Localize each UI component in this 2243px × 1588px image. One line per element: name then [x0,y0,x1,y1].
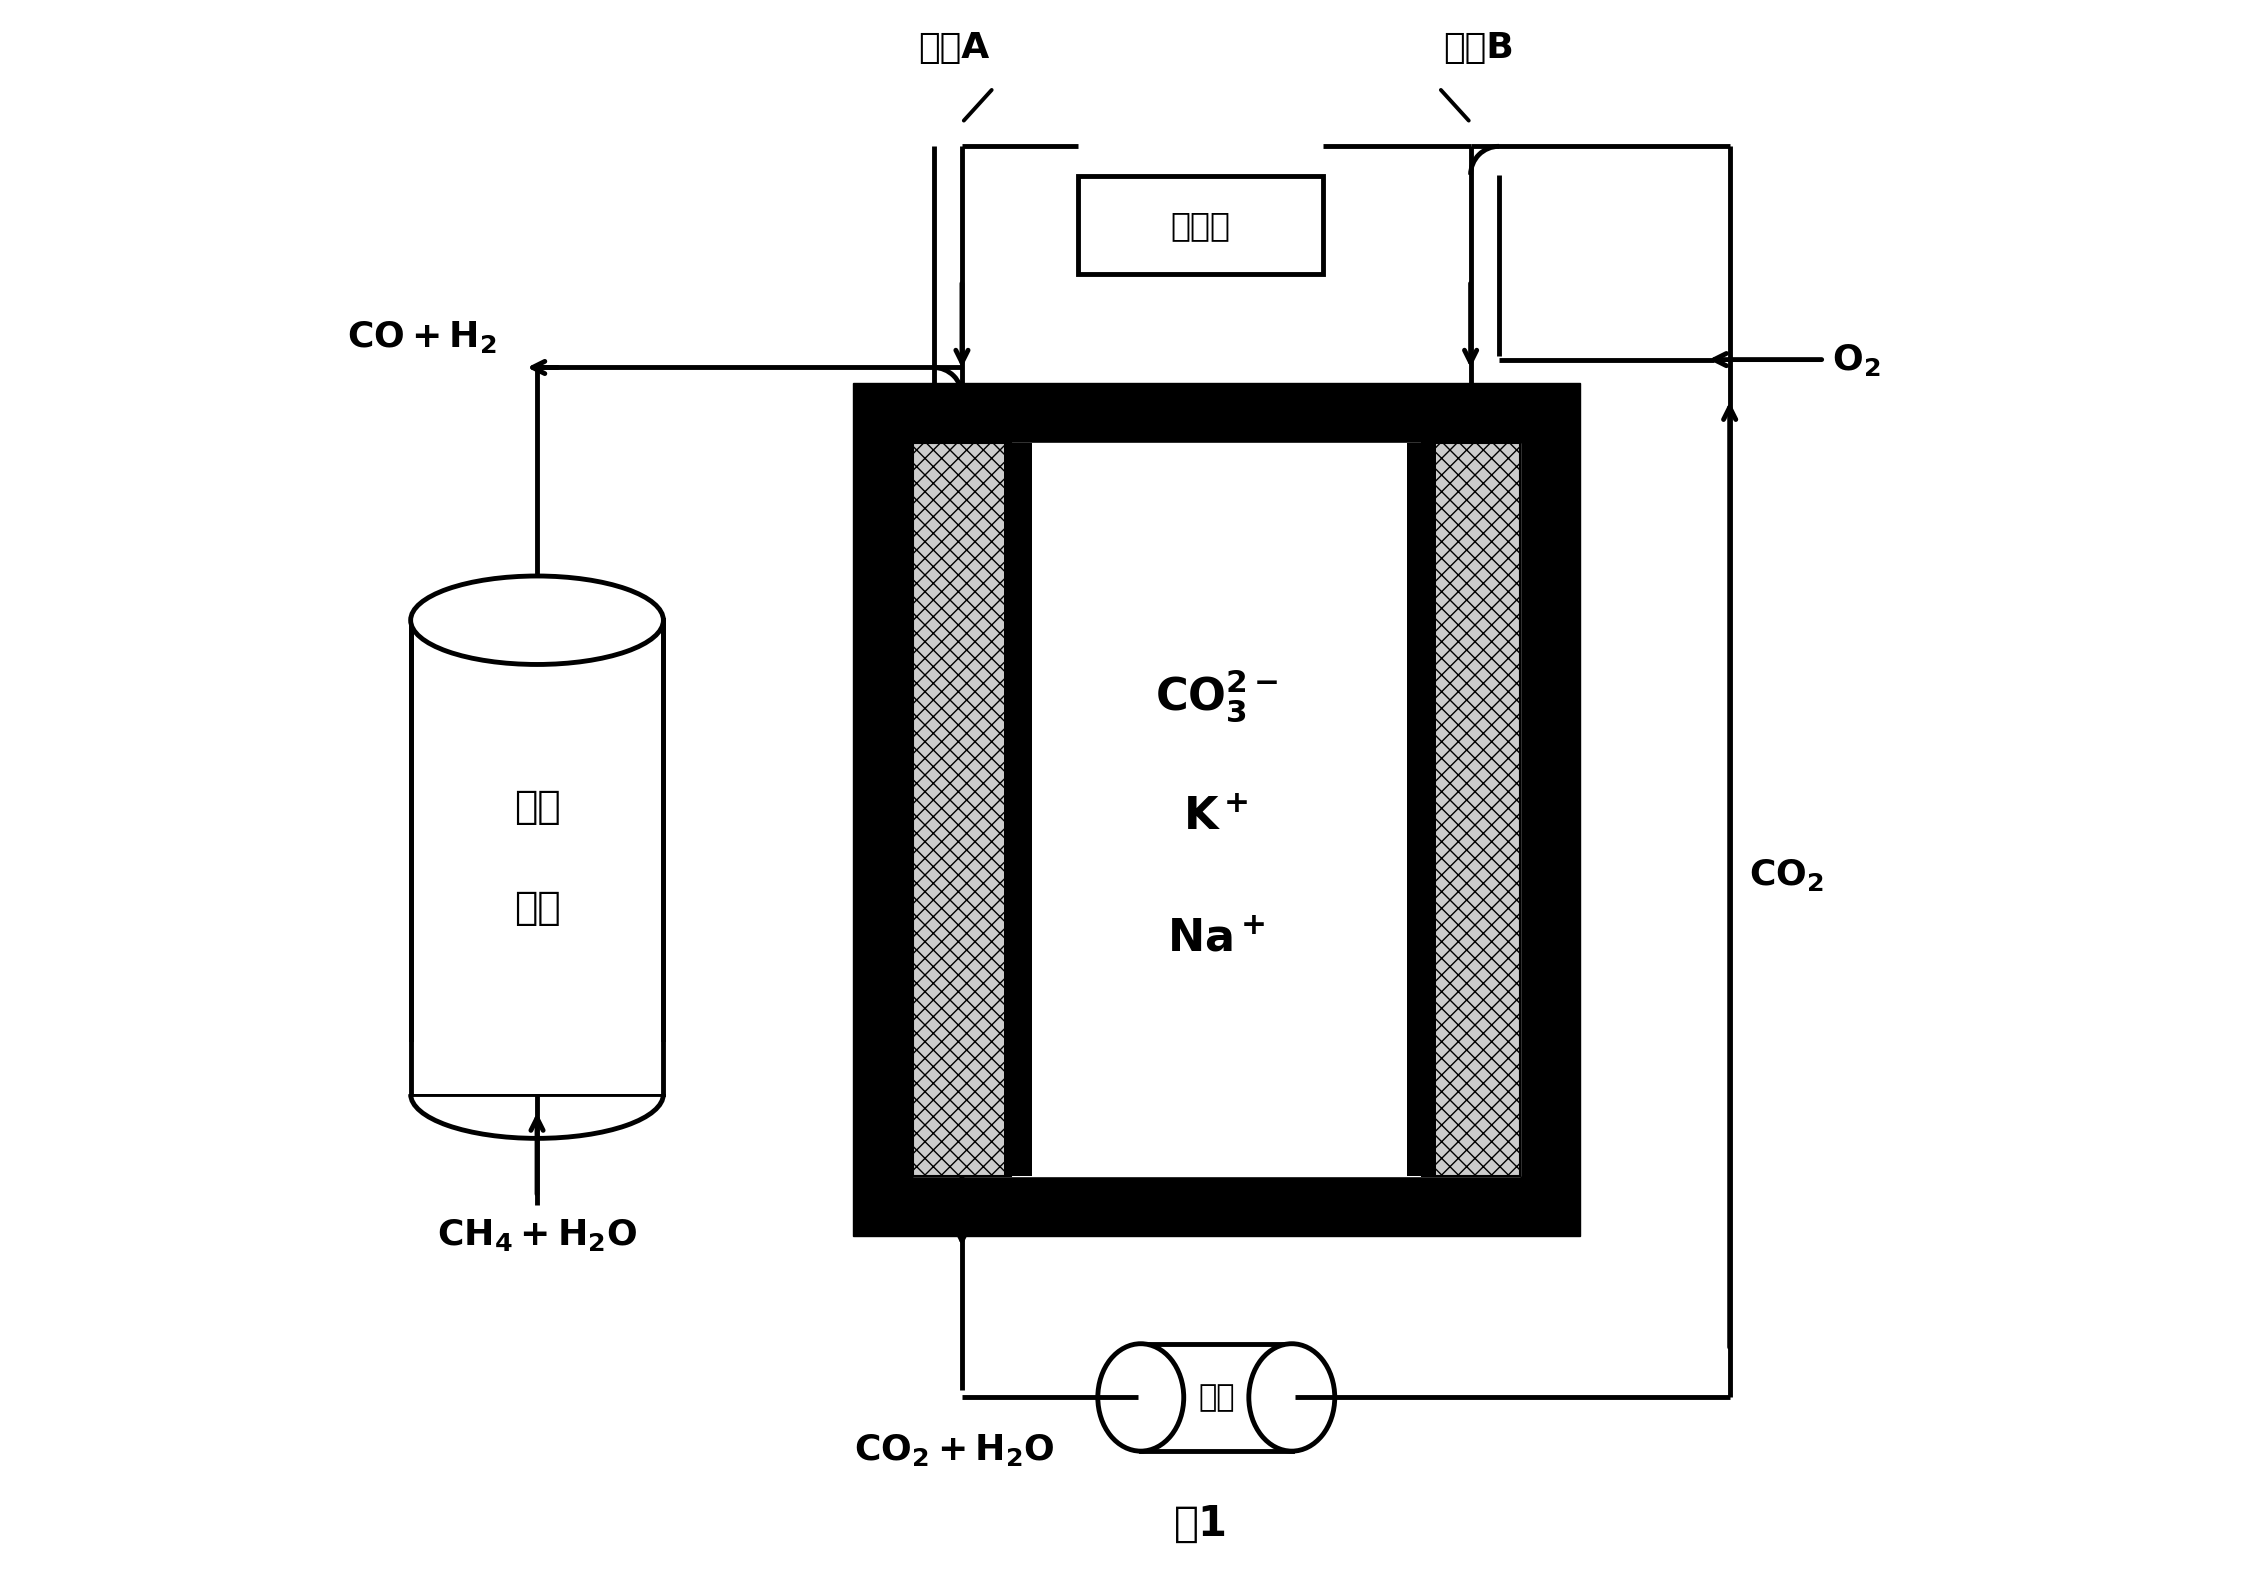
Text: $\mathbf{K^+}$: $\mathbf{K^+}$ [1184,796,1249,838]
Text: 催化: 催化 [514,788,561,826]
Text: $\mathbf{CO_2}$: $\mathbf{CO_2}$ [1750,856,1824,892]
Bar [1422,443,1519,1177]
Text: 重整: 重整 [514,889,561,927]
Bar [913,443,1519,1177]
Text: 脱水: 脱水 [1198,1383,1234,1412]
Ellipse shape [1249,1343,1335,1451]
Text: 图1: 图1 [1173,1502,1227,1545]
Text: $\mathbf{O_2}$: $\mathbf{O_2}$ [1833,341,1882,378]
Text: $\mathbf{Na^+}$: $\mathbf{Na^+}$ [1166,918,1265,961]
Text: $\mathbf{CO_3^{2-}}$: $\mathbf{CO_3^{2-}}$ [1155,669,1279,724]
Text: 用电器: 用电器 [1171,208,1231,241]
Text: $\mathbf{CH_4+H_2O}$: $\mathbf{CH_4+H_2O}$ [437,1218,637,1253]
Ellipse shape [1097,1343,1184,1451]
Ellipse shape [410,576,664,664]
Bar [410,621,664,1094]
Bar [1406,443,1436,1177]
Text: 电极A: 电极A [917,32,989,65]
Text: $\mathbf{CO+H_2}$: $\mathbf{CO+H_2}$ [348,319,498,354]
Bar [852,383,1579,1237]
Text: 电极B: 电极B [1442,32,1514,65]
Bar [1079,176,1323,275]
Text: $\mathbf{CO_2+H_2O}$: $\mathbf{CO_2+H_2O}$ [855,1432,1054,1469]
Bar [1005,443,1032,1177]
Bar [395,1042,680,1094]
Bar [913,443,1012,1177]
Bar [1142,1343,1292,1451]
Bar [1025,443,1406,1177]
